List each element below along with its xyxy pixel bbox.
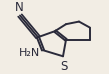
Text: S: S	[60, 60, 68, 73]
Text: H₂N: H₂N	[19, 48, 40, 58]
Text: N: N	[15, 1, 23, 14]
